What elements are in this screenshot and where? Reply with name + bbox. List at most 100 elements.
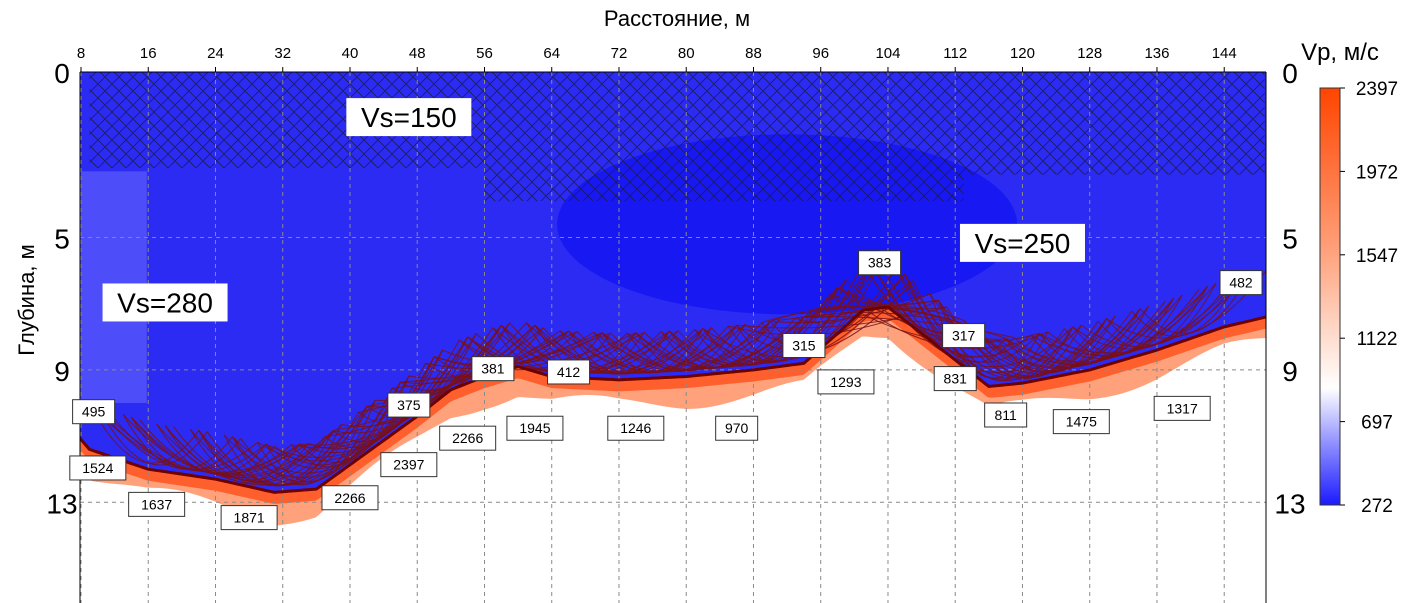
velocity-label-text: 2397 [393,457,424,473]
velocity-label-box [817,369,875,395]
velocity-label-text: 1524 [82,460,113,476]
layer-label-box [346,98,472,137]
ray-path [122,414,334,477]
velocity-label-text: 317 [952,328,976,344]
velocity-label-box [72,399,116,425]
velocity-label-text: 315 [792,337,816,353]
y-tick-label-left: 5 [54,224,70,255]
ray-path [711,262,872,363]
ray-path [257,406,368,485]
velocity-label-box [69,455,127,481]
y-axis-title: Глубина, м [14,244,39,355]
velocity-label: 495 [72,399,116,425]
ray-path [1030,308,1141,367]
y-tick-label-right: 9 [1282,356,1298,387]
x-tick-label: 104 [875,45,900,62]
velocity-label: 831 [933,366,977,392]
ray-path [1131,276,1242,337]
velocity-label-text: 381 [481,361,505,377]
velocity-label: 315 [782,332,826,358]
velocity-label-text: 1475 [1066,414,1097,430]
x-tick-label: 80 [678,45,695,62]
velocity-label-box [1219,270,1263,296]
ray-path [542,327,704,375]
velocity-label: 2266 [321,485,379,511]
ray-path [189,381,401,486]
ray-path [324,356,435,449]
y-tick-label-left: 9 [54,356,70,387]
x-tick-label: 40 [342,45,359,62]
colorbar-ticks: 2397 1972 1547 1122 697 272 [1340,79,1398,517]
velocity-label: 375 [387,392,431,418]
x-tick-label: 64 [543,45,560,62]
ray-path [131,416,342,479]
velocity-label-text: 811 [994,407,1017,423]
layer-label: Vs=280 [102,283,228,322]
ray-path [593,328,704,374]
velocity-label-box [942,323,986,349]
velocity-label: 317 [942,323,986,349]
x-tick-label: 32 [274,45,291,62]
layer-label-text: Vs=250 [975,228,1071,259]
velocity-label-text: 970 [725,420,749,436]
ray-path [1064,297,1175,358]
velocity-label-box [715,415,759,441]
ray-path [677,286,838,366]
ray-path [1013,297,1175,366]
velocity-label-text: 1871 [234,510,265,526]
ray-path [895,267,1007,358]
layer-label-box [102,283,228,322]
velocity-label-box [220,505,278,531]
colorbar-tick-label: 2397 [1356,79,1398,100]
velocity-label: 383 [858,250,902,276]
ray-path [795,273,906,324]
velocity-label-box [1153,395,1211,421]
ray-path [105,408,267,472]
x-axis-title: Расстояние, м [604,6,750,31]
colorbar-title: Vp, м/с [1301,39,1379,66]
velocity-label-box [547,359,591,385]
ray-path [660,262,872,367]
velocity-field [80,72,1266,526]
ray-path [912,280,1074,382]
layer-label-box [959,223,1085,262]
ray-path [442,332,603,365]
ray-path [358,330,569,413]
layer-label: Vs=250 [959,223,1085,262]
x-tick-label: 56 [476,45,493,62]
ray-path [862,263,1074,368]
velocity-label: 1524 [69,455,127,481]
ray-path [996,285,1208,365]
y-tick-label-right: 13 [1274,488,1305,519]
x-tick-label: 144 [1212,45,1237,62]
velocity-label: 1246 [607,415,665,441]
x-tick-label: 8 [77,45,85,62]
velocity-label-text: 1246 [620,420,651,436]
ray-path [1081,276,1242,347]
x-tick-label: 72 [611,45,628,62]
velocity-label: 482 [1219,270,1263,296]
ray-path [879,261,1040,363]
velocity-label: 1945 [506,415,564,441]
y-tick-label-left: 13 [46,488,77,519]
ray-path [97,405,208,466]
ray-path [559,330,670,375]
velocity-label-text: 482 [1229,275,1253,291]
colorbar [1319,87,1341,506]
layer-labels: Vs=150 Vs=250 Vs=280 [102,98,1085,322]
colorbar-tick-label: 1547 [1356,246,1398,267]
velocity-label-text: 412 [557,364,581,380]
axes: 8 16 24 32 40 48 56 64 72 80 88 96 104 112 120 128 136 14… [46,45,1306,603]
velocity-label: 970 [715,415,759,441]
velocity-label-box [607,415,665,441]
velocity-label-box [321,485,379,511]
velocity-label: 1293 [817,369,875,395]
y-tick-label-right: 5 [1282,224,1298,255]
ray-path [559,320,771,373]
colorbar-tick-label: 1122 [1357,329,1398,350]
ray-path [139,419,300,476]
velocity-label: 381 [471,356,515,382]
ray-path [1030,276,1242,356]
ray-path [492,327,704,374]
colorbar-tick-label: 272 [1361,496,1393,517]
